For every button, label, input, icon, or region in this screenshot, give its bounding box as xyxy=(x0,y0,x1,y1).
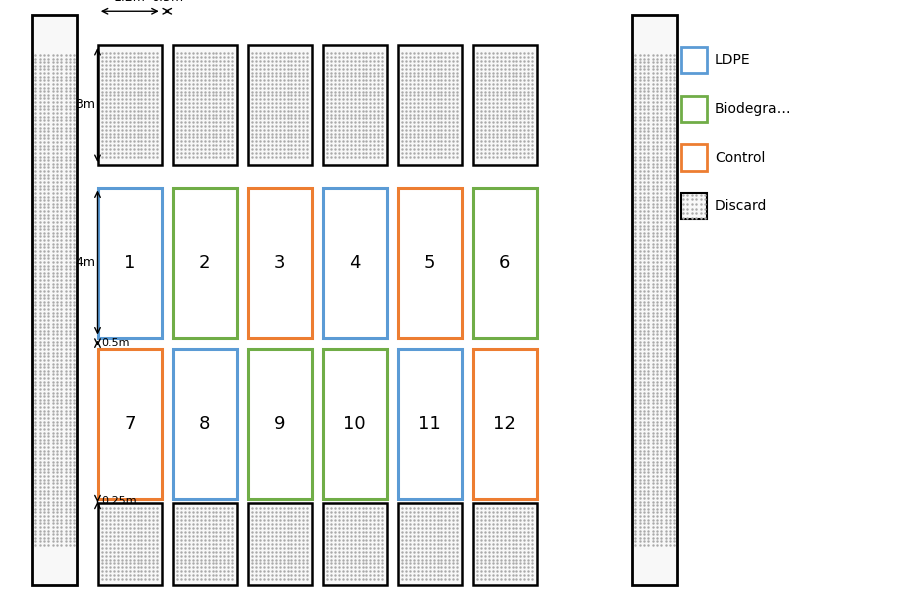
Bar xyxy=(323,503,387,585)
Text: 9: 9 xyxy=(274,415,285,433)
Bar xyxy=(632,15,677,585)
Bar xyxy=(398,503,462,585)
Text: 7: 7 xyxy=(124,415,136,433)
Bar xyxy=(248,349,311,499)
Bar xyxy=(472,45,536,165)
Text: Discard: Discard xyxy=(715,199,767,213)
Bar xyxy=(98,349,162,499)
Text: 4m: 4m xyxy=(76,256,95,269)
Bar xyxy=(398,45,462,165)
Text: 6: 6 xyxy=(500,253,510,271)
Bar xyxy=(98,45,162,165)
Bar xyxy=(98,187,162,337)
Bar xyxy=(323,45,387,165)
Bar xyxy=(173,187,237,337)
Bar xyxy=(681,193,707,220)
Bar xyxy=(472,187,536,337)
Bar xyxy=(681,47,707,73)
Bar xyxy=(323,187,387,337)
Text: 0.5m: 0.5m xyxy=(151,0,184,4)
Text: 1: 1 xyxy=(124,253,135,271)
Bar xyxy=(323,349,387,499)
Text: 3: 3 xyxy=(274,253,285,271)
Bar xyxy=(398,349,462,499)
Bar xyxy=(472,503,536,585)
Text: 3m: 3m xyxy=(76,98,95,112)
Text: 2: 2 xyxy=(199,253,211,271)
Text: 8: 8 xyxy=(199,415,211,433)
Text: 12: 12 xyxy=(493,415,517,433)
Text: 4: 4 xyxy=(349,253,361,271)
Text: 0.25m: 0.25m xyxy=(102,496,137,506)
Text: LDPE: LDPE xyxy=(715,53,751,67)
Text: 0.5m: 0.5m xyxy=(102,338,130,348)
Text: 1.2m: 1.2m xyxy=(113,0,146,4)
Bar xyxy=(173,45,237,165)
Bar xyxy=(472,349,536,499)
Text: Control: Control xyxy=(715,151,765,164)
Bar xyxy=(248,45,311,165)
Bar xyxy=(681,145,707,170)
Text: Biodegra…: Biodegra… xyxy=(715,102,791,116)
Bar xyxy=(248,503,311,585)
Bar xyxy=(681,95,707,122)
Text: 5: 5 xyxy=(424,253,436,271)
Bar xyxy=(32,15,77,585)
Text: 11: 11 xyxy=(418,415,441,433)
Bar xyxy=(98,503,162,585)
Bar xyxy=(248,187,311,337)
Bar xyxy=(173,349,237,499)
Text: 10: 10 xyxy=(344,415,366,433)
Bar xyxy=(398,187,462,337)
Bar xyxy=(173,503,237,585)
